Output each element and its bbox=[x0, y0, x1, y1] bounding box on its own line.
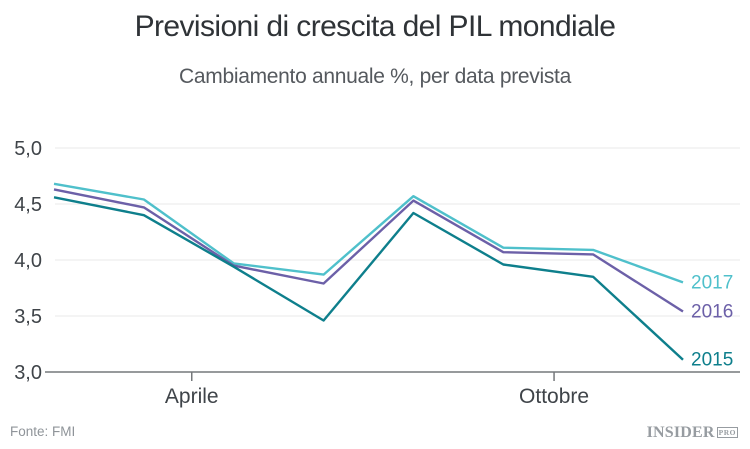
series-line-2016 bbox=[53, 188, 684, 313]
logo-text: INSIDER bbox=[646, 424, 715, 441]
series-label-2015: 2015 bbox=[691, 350, 733, 371]
axis-labels: 5,0 4,5 4,0 3,5 3,0 Aprile Ottobre bbox=[14, 138, 589, 408]
chart-title: Previsioni di crescita del PIL mondiale bbox=[134, 10, 616, 43]
gridlines bbox=[45, 147, 740, 381]
y-tick-label: 5,0 bbox=[14, 138, 42, 160]
chart-subtitle: Cambiamento annuale %, per data prevista bbox=[179, 65, 571, 88]
y-tick-label: 3,0 bbox=[14, 362, 42, 384]
x-tick-label: Aprile bbox=[165, 385, 219, 408]
x-tick-label: Ottobre bbox=[519, 385, 589, 408]
y-tick-label: 4,5 bbox=[14, 194, 42, 216]
series-line-2017 bbox=[53, 182, 684, 284]
series-line-2015 bbox=[53, 196, 684, 361]
insiderpro-logo: INSIDER PRO bbox=[647, 424, 738, 442]
source-label: Fonte: FMI bbox=[10, 424, 76, 439]
series-label-2017: 2017 bbox=[691, 272, 733, 293]
y-tick-label: 4,0 bbox=[14, 250, 42, 272]
y-tick-label: 3,5 bbox=[14, 306, 42, 328]
series-lines: 2017 2016 2015 bbox=[53, 182, 733, 371]
series-label-2016: 2016 bbox=[691, 302, 733, 323]
logo-pro-badge: PRO bbox=[716, 427, 738, 438]
